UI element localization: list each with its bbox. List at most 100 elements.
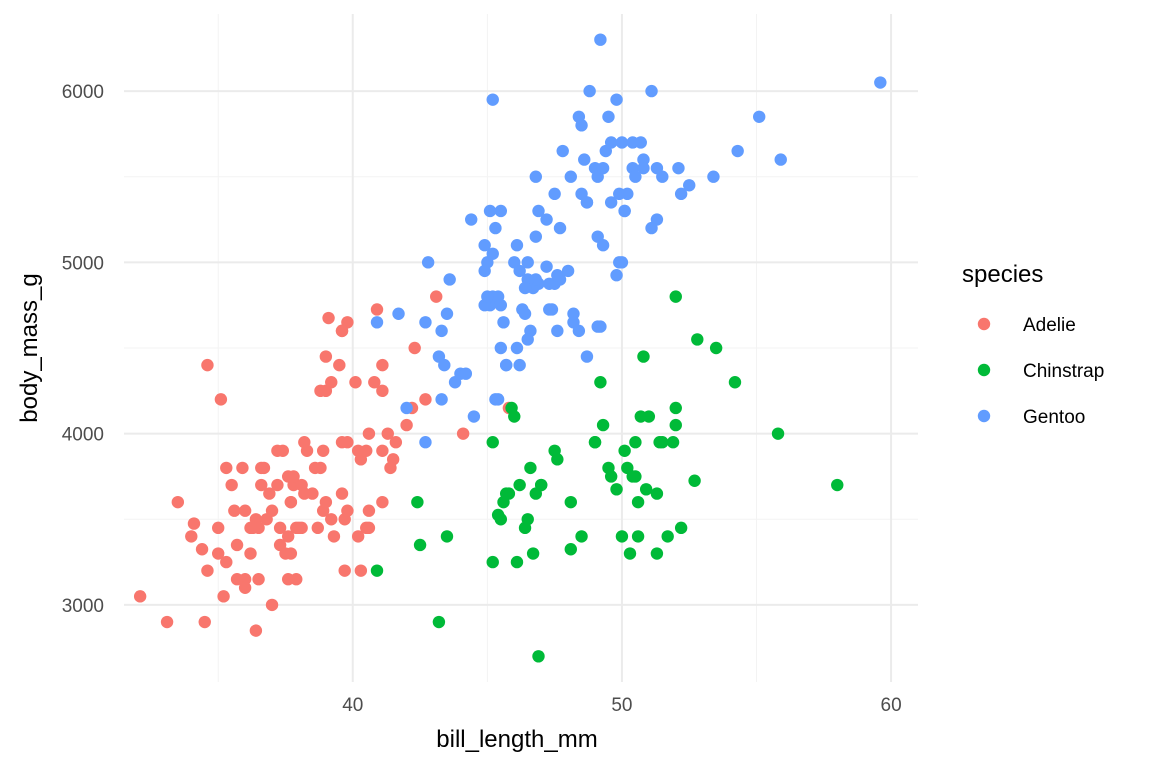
legend-label-adelie: Adelie <box>1023 315 1076 336</box>
data-point-chinstrap <box>440 530 454 543</box>
data-point-gentoo <box>645 221 658 235</box>
data-point-gentoo <box>618 204 631 218</box>
data-point-adelie <box>360 521 373 535</box>
data-point-adelie <box>419 393 432 406</box>
data-point-adelie <box>238 504 252 517</box>
data-point-chinstrap <box>502 487 516 500</box>
x-tick-label: 50 <box>611 695 632 716</box>
data-point-adelie <box>335 324 349 338</box>
data-point-adelie <box>225 478 238 492</box>
data-point-adelie <box>300 444 314 457</box>
data-point-chinstrap <box>588 436 602 449</box>
data-point-gentoo <box>615 136 629 149</box>
data-point-gentoo <box>561 264 575 278</box>
data-point-gentoo <box>443 273 456 286</box>
data-point-gentoo <box>753 110 766 123</box>
data-point-gentoo <box>532 204 545 218</box>
data-point-adelie <box>338 564 351 577</box>
data-point-chinstrap <box>575 530 588 543</box>
data-point-adelie <box>319 495 333 509</box>
data-point-gentoo <box>564 170 577 183</box>
data-point-gentoo <box>483 204 497 218</box>
data-point-chinstrap <box>728 376 742 389</box>
data-point-adelie <box>265 598 279 612</box>
data-point-chinstrap <box>510 555 524 569</box>
x-tick-label: 60 <box>881 695 902 716</box>
data-point-chinstrap <box>486 436 499 449</box>
data-point-gentoo <box>548 187 561 201</box>
data-point-gentoo <box>521 333 534 346</box>
data-point-adelie <box>319 350 333 363</box>
y-tick-label: 4000 <box>62 425 104 446</box>
series-chinstrap <box>370 290 844 663</box>
data-point-adelie <box>308 461 322 475</box>
series-adelie <box>133 290 516 637</box>
data-point-adelie <box>354 564 368 577</box>
data-point-adelie <box>244 547 257 560</box>
data-point-adelie <box>160 615 174 629</box>
data-point-gentoo <box>540 213 553 226</box>
data-point-gentoo <box>494 204 508 218</box>
data-point-adelie <box>133 590 147 603</box>
data-point-adelie <box>187 517 201 530</box>
data-point-gentoo <box>435 324 448 338</box>
y-tick-label: 5000 <box>62 253 104 274</box>
data-point-adelie <box>281 530 295 543</box>
data-point-chinstrap <box>534 478 548 492</box>
data-point-gentoo <box>486 93 499 106</box>
data-point-adelie <box>341 504 354 517</box>
data-point-adelie <box>327 530 341 543</box>
data-point-adelie <box>298 487 311 500</box>
data-point-adelie <box>376 384 389 398</box>
data-point-adelie <box>316 444 330 457</box>
data-point-adelie <box>335 487 349 500</box>
data-point-gentoo <box>419 316 432 329</box>
data-point-chinstrap <box>494 513 508 526</box>
data-point-gentoo <box>637 161 650 175</box>
data-point-gentoo <box>645 84 658 98</box>
data-point-gentoo <box>575 119 588 132</box>
data-point-chinstrap <box>637 350 650 363</box>
data-point-chinstrap <box>626 470 639 483</box>
data-point-gentoo <box>478 264 491 278</box>
data-point-gentoo <box>513 264 526 278</box>
data-point-adelie <box>381 427 394 440</box>
data-point-chinstrap <box>508 410 521 423</box>
data-point-gentoo <box>596 161 610 175</box>
data-point-gentoo <box>672 161 685 175</box>
data-point-gentoo <box>370 316 384 329</box>
data-point-adelie <box>230 573 244 586</box>
data-point-chinstrap <box>594 376 607 389</box>
y-tick-label: 3000 <box>62 596 104 617</box>
data-point-gentoo <box>518 307 532 320</box>
data-point-gentoo <box>486 247 499 260</box>
data-point-adelie <box>198 615 211 629</box>
data-point-gentoo <box>497 316 510 329</box>
data-point-gentoo <box>580 196 594 209</box>
data-point-adelie <box>430 290 443 303</box>
data-point-chinstrap <box>486 555 499 569</box>
data-point-chinstrap <box>629 436 642 449</box>
data-point-gentoo <box>529 170 543 183</box>
data-point-gentoo <box>610 269 623 282</box>
data-point-adelie <box>408 341 421 355</box>
data-point-adelie <box>252 573 265 586</box>
data-point-adelie <box>325 513 338 526</box>
x-axis-title: bill_length_mm <box>436 726 597 753</box>
data-point-chinstrap <box>669 401 682 415</box>
data-point-chinstrap <box>411 495 424 509</box>
data-points <box>133 33 887 663</box>
legend-key-chinstrap <box>977 363 991 377</box>
data-point-chinstrap <box>650 487 664 500</box>
y-tick-label: 6000 <box>62 82 104 103</box>
legend-label-gentoo: Gentoo <box>1023 407 1085 428</box>
data-point-adelie <box>295 521 308 535</box>
data-point-adelie <box>314 384 327 398</box>
data-point-adelie <box>212 521 225 535</box>
data-point-adelie <box>456 427 470 440</box>
data-point-adelie <box>349 376 362 389</box>
data-point-chinstrap <box>596 418 610 432</box>
data-point-gentoo <box>604 196 618 209</box>
data-point-gentoo <box>602 110 615 123</box>
